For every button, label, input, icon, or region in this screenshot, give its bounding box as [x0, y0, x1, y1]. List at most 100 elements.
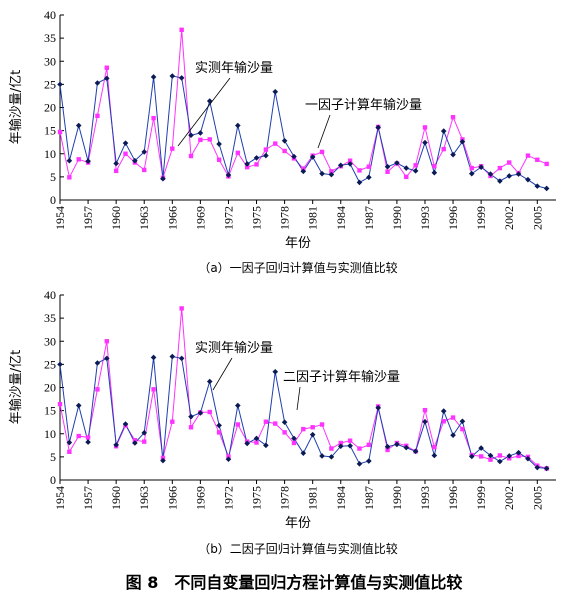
- data-point-computed: [375, 405, 381, 411]
- data-point-measured: [385, 447, 390, 453]
- data-point-computed: [431, 169, 438, 176]
- data-point-measured: [366, 442, 372, 448]
- x-tick-label: 1963: [137, 486, 151, 510]
- data-point-computed: [235, 402, 241, 409]
- data-point-computed: [497, 178, 503, 184]
- data-point-computed: [57, 81, 63, 88]
- data-point-measured: [104, 65, 109, 70]
- data-point-computed: [244, 440, 250, 447]
- data-point-measured: [422, 125, 428, 130]
- data-point-computed: [422, 418, 428, 425]
- annotation-computed-pointer: [317, 114, 331, 149]
- data-point-measured: [263, 419, 269, 424]
- data-point-computed: [94, 360, 101, 366]
- x-tick-label: 1957: [81, 486, 95, 510]
- data-point-computed: [347, 442, 353, 449]
- data-point-computed: [328, 171, 335, 178]
- y-tick-label: 10: [44, 147, 56, 161]
- data-point-measured: [57, 129, 63, 135]
- annotation-measured: 实测年输沙量: [195, 60, 273, 76]
- data-point-measured: [319, 422, 325, 427]
- data-point-computed: [272, 88, 279, 95]
- data-point-measured: [310, 425, 315, 430]
- data-point-computed: [459, 418, 466, 425]
- data-point-measured: [67, 175, 72, 180]
- data-point-measured: [460, 426, 465, 432]
- data-point-computed: [468, 453, 475, 460]
- x-axis-label: 年份: [285, 236, 311, 251]
- data-point-measured: [282, 148, 287, 154]
- data-point-measured: [188, 153, 194, 159]
- data-point-computed: [57, 361, 63, 368]
- data-point-computed: [478, 445, 484, 451]
- data-point-measured: [450, 415, 456, 420]
- y-tick-label: 5: [50, 170, 56, 184]
- x-tick-label: 1975: [250, 206, 264, 230]
- data-point-computed: [206, 378, 213, 385]
- data-point-measured: [151, 387, 156, 392]
- data-point-computed: [66, 157, 73, 164]
- x-tick-label: 1999: [474, 486, 488, 510]
- data-point-computed: [459, 138, 466, 145]
- data-point-computed: [188, 413, 194, 420]
- data-point-computed: [122, 140, 129, 146]
- data-point-computed: [366, 458, 372, 464]
- x-tick-label: 1990: [390, 486, 404, 510]
- data-point-computed: [85, 158, 91, 164]
- data-point-computed: [394, 441, 400, 448]
- data-point-measured: [291, 440, 297, 446]
- data-point-measured: [235, 422, 241, 427]
- data-point-measured: [76, 433, 81, 439]
- data-point-computed: [225, 456, 232, 462]
- data-point-measured: [450, 115, 456, 120]
- x-tick-label: 1960: [109, 206, 123, 230]
- x-tick-label: 1999: [474, 206, 488, 230]
- x-tick-label: 2002: [502, 486, 516, 510]
- data-point-computed: [272, 368, 279, 375]
- data-point-computed: [160, 175, 166, 182]
- data-point-computed: [309, 431, 316, 438]
- data-point-measured: [179, 306, 184, 311]
- data-point-measured: [441, 146, 446, 152]
- x-tick-label: 1996: [446, 486, 460, 510]
- x-tick-label: 1981: [306, 486, 320, 510]
- data-point-computed: [525, 176, 531, 183]
- data-point-measured: [404, 174, 409, 180]
- annotation-computed-pointer: [296, 386, 301, 411]
- data-point-measured: [441, 419, 446, 424]
- data-point-measured: [301, 426, 306, 432]
- data-point-computed: [319, 170, 325, 177]
- data-point-measured: [67, 449, 72, 454]
- data-point-measured: [329, 169, 334, 174]
- data-point-computed: [169, 73, 176, 79]
- data-point-computed: [366, 174, 372, 181]
- x-tick-label: 1960: [109, 486, 123, 510]
- data-point-computed: [384, 163, 391, 170]
- x-tick-label: 1954: [53, 206, 67, 230]
- data-point-computed: [300, 168, 307, 175]
- data-point-measured: [366, 164, 372, 169]
- data-point-computed: [132, 440, 138, 446]
- data-point-computed: [178, 355, 185, 362]
- data-point-measured: [478, 454, 484, 459]
- y-tick-label: 35: [44, 31, 56, 45]
- data-point-computed: [263, 152, 269, 159]
- data-point-computed: [216, 422, 222, 429]
- data-point-measured: [319, 149, 325, 155]
- data-point-measured: [497, 453, 503, 458]
- data-point-computed: [347, 161, 353, 167]
- data-point-computed: [328, 454, 335, 460]
- data-point-computed: [431, 452, 438, 459]
- data-point-computed: [412, 448, 419, 455]
- y-tick-label: 25: [44, 77, 56, 91]
- data-point-measured: [198, 137, 203, 143]
- chart-panel-a: 0 5 10 15 20 25 30 35 40 1954 1957 1960 1963 1966 196…: [8, 8, 556, 275]
- data-point-computed: [150, 354, 157, 361]
- data-point-measured: [525, 153, 531, 158]
- data-point-measured: [188, 425, 194, 430]
- data-point-computed: [94, 80, 101, 86]
- data-point-computed: [375, 124, 381, 131]
- data-point-computed: [506, 173, 513, 179]
- data-point-computed: [113, 442, 119, 448]
- x-tick-label: 2005: [530, 206, 544, 230]
